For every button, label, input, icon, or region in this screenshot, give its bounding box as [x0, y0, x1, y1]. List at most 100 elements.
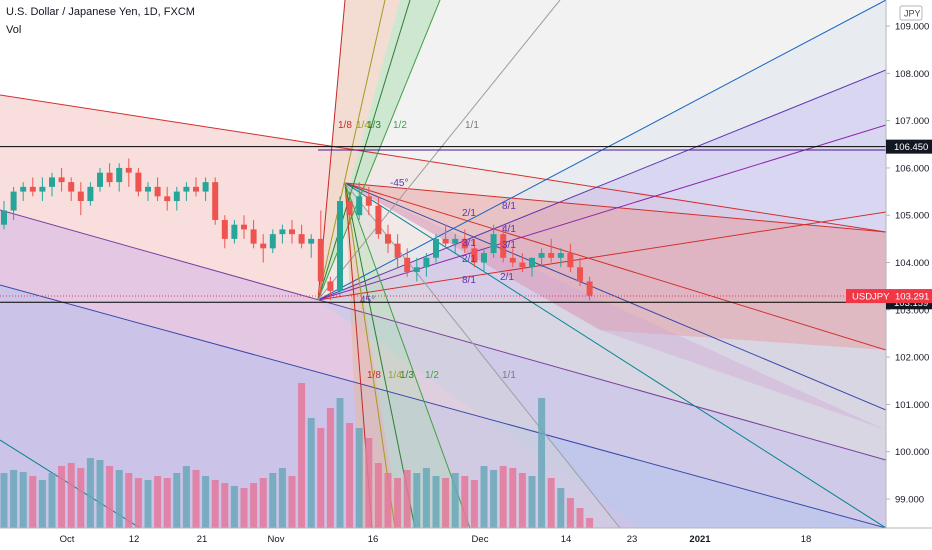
- fan-label-lower: 1/2: [425, 370, 439, 381]
- price-tick-label: 105.000: [895, 211, 929, 222]
- volume-bar: [134, 478, 142, 528]
- price-axis[interactable]: 99.000 100.000 101.000 102.000 103.000 104.00…: [846, 0, 932, 550]
- volume-bar: [576, 508, 584, 528]
- volume-bar: [384, 473, 392, 528]
- candle-body: [135, 172, 142, 192]
- fan-line: [317, 69, 886, 301]
- candle-body: [586, 281, 593, 296]
- candle-body: [49, 177, 55, 187]
- candle-body: [375, 205, 382, 235]
- candle-body: [433, 238, 439, 258]
- candle-body: [10, 191, 17, 211]
- volume-bar: [278, 468, 286, 528]
- volume-bar: [413, 473, 421, 528]
- fan-line: [0, 94, 886, 233]
- candle-body: [202, 182, 209, 192]
- gann-fan-labels: 1/8 1/41/3 1/2 1/11/8 1/41/3 1/2 1/1-45°2/18/1…: [338, 120, 516, 381]
- candle-body: [173, 191, 180, 202]
- candle-body: [77, 191, 84, 202]
- candle-body: [308, 238, 315, 244]
- volume-bar: [86, 458, 94, 528]
- volume-bar: [394, 478, 402, 528]
- fan-label-mid: -45°: [390, 178, 408, 189]
- fan-label-angle: 45°: [360, 295, 375, 306]
- fan-label-upper: 1/2: [393, 120, 407, 131]
- volume-legend: Vol: [6, 24, 22, 36]
- volume-bar: [240, 488, 248, 528]
- volume-bar: [557, 488, 565, 528]
- candle-body: [500, 234, 507, 258]
- candle-body: [87, 186, 94, 202]
- volume-bar: [221, 483, 229, 528]
- price-tick-label: 107.000: [895, 116, 929, 127]
- candle-body: [490, 234, 497, 254]
- volume-bar: [10, 470, 18, 528]
- candle-body: [442, 238, 449, 244]
- candle-body: [164, 196, 171, 202]
- price-axis-bg: [886, 0, 932, 550]
- fan-label-mid: 8/1: [502, 201, 516, 212]
- time-tick-label: 16: [368, 534, 379, 545]
- fan-line: [344, 182, 416, 528]
- volume-bar: [374, 463, 382, 528]
- volume-bar: [173, 473, 181, 528]
- candle-body: [337, 201, 343, 291]
- candle-body: [58, 177, 65, 183]
- candle-body: [68, 182, 75, 192]
- symbol-title: U.S. Dollar / Japanese Yen, 1D, FXCM: [6, 6, 195, 18]
- volume-bar: [490, 470, 498, 528]
- volume-bar: [432, 476, 440, 528]
- price-tick-label: 101.000: [895, 400, 929, 411]
- volume-bar: [547, 478, 555, 528]
- candle-body: [385, 234, 391, 244]
- volume-bar: [346, 423, 354, 528]
- time-axis-bg: [0, 528, 932, 550]
- volume-bar: [326, 408, 334, 528]
- time-tick-label: 2021: [689, 534, 711, 545]
- volume-bar: [566, 498, 574, 528]
- volume-bar: [202, 476, 210, 528]
- time-tick-label: Oct: [60, 534, 75, 545]
- volume-bar: [355, 428, 363, 528]
- price-candles: [1, 158, 593, 301]
- volume-bar: [586, 518, 594, 528]
- candle-body: [461, 238, 468, 249]
- candle-body: [509, 257, 516, 263]
- candle-body: [193, 186, 199, 192]
- volume-bar: [96, 460, 104, 528]
- volume-bar: [29, 476, 37, 528]
- candle-body: [106, 172, 113, 183]
- volume-bar: [422, 468, 430, 528]
- candle-body: [221, 219, 228, 239]
- candle-body: [327, 281, 334, 291]
- fan-label-lower: 1/4: [388, 370, 402, 381]
- volume-bar: [538, 398, 546, 528]
- candle-body: [471, 248, 478, 263]
- time-tick-label: 12: [129, 534, 140, 545]
- fan-label-mid: 2/1: [462, 208, 476, 219]
- fan-line: [0, 209, 886, 461]
- volume-bar: [106, 466, 114, 528]
- volume-bar: [518, 473, 526, 528]
- volume-bar: [230, 486, 238, 528]
- volume-bar: [67, 463, 75, 528]
- price-line-label-bg: [886, 139, 932, 154]
- volume-bar: [115, 470, 123, 528]
- volume-bar: [77, 468, 85, 528]
- candle-body: [154, 186, 161, 197]
- candle-body: [298, 234, 305, 244]
- candle-body: [529, 257, 535, 268]
- volume-bar: [259, 478, 267, 528]
- candle-body: [577, 267, 583, 282]
- fan-line: [0, 284, 886, 528]
- candle-body: [145, 186, 151, 192]
- time-axis[interactable]: Oct 12 21 Nov 16 Dec 14 23 2021 18: [0, 527, 932, 550]
- price-tick-label: 99.000: [895, 495, 924, 506]
- candle-body: [183, 186, 190, 192]
- volume-bar: [480, 466, 488, 528]
- candle-body: [289, 229, 295, 235]
- candle-body: [97, 172, 103, 187]
- candle-body: [279, 229, 286, 235]
- candle-body: [241, 224, 247, 230]
